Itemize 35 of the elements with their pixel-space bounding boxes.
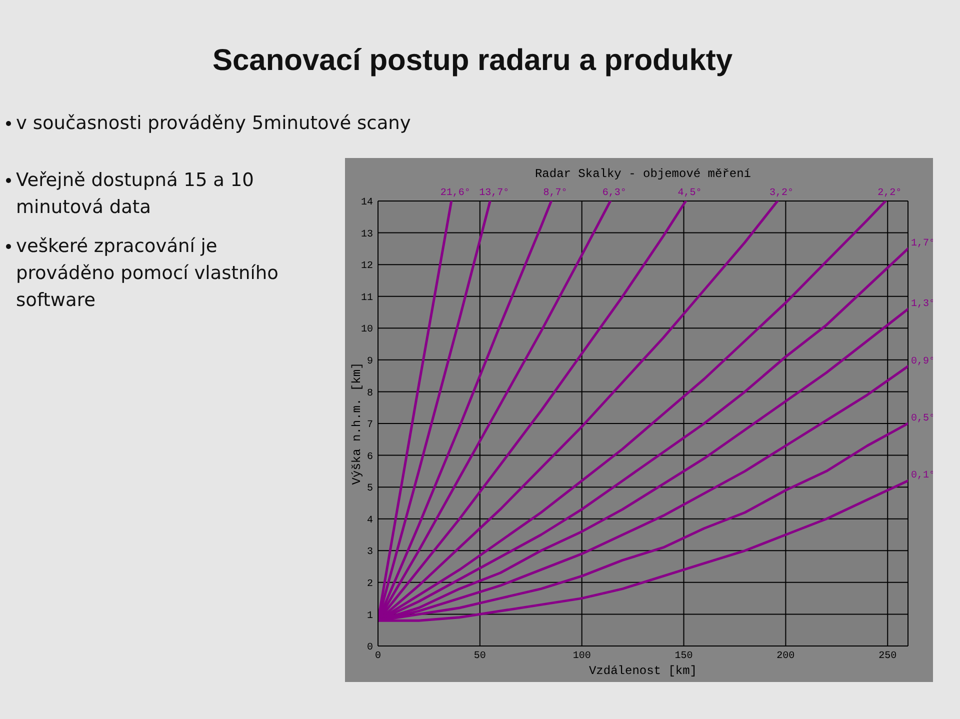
- y-tick-label: 4: [366, 515, 373, 526]
- x-tick-label: 0: [374, 651, 382, 662]
- y-tick-label: 10: [360, 324, 373, 336]
- series-label: 21,6°: [440, 188, 470, 199]
- x-tick-label: 50: [474, 651, 486, 662]
- y-tick-label: 1: [366, 610, 373, 622]
- y-tick-label: 9: [366, 356, 373, 368]
- y-tick-label: 12: [360, 261, 373, 272]
- y-tick-label: 11: [360, 292, 373, 304]
- x-axis-title: Vzdálenost [km]: [588, 664, 698, 678]
- chart-title: Scanovací postup radaru a produkty: [211, 43, 734, 79]
- series-label: 3,2°: [770, 188, 794, 199]
- series-label: 8,7°: [543, 188, 568, 199]
- series-label: 6,3°: [602, 188, 626, 199]
- x-tick-label: 250: [878, 651, 897, 662]
- chart-subtitle: Radar Skalky - objemové měření: [534, 167, 752, 181]
- series-label: 2,2°: [878, 188, 902, 199]
- y-tick-label: 3: [366, 547, 373, 558]
- x-tick-label: 100: [572, 651, 591, 662]
- x-tick-label: 150: [674, 651, 693, 662]
- y-tick-label: 13: [360, 229, 373, 240]
- y-tick-label: 7: [366, 420, 373, 432]
- y-tick-label: 8: [366, 388, 373, 400]
- x-tick-label: 200: [776, 651, 795, 662]
- y-tick-label: 0: [366, 642, 373, 654]
- text: v současnosti prováděny 5minutové scany: [16, 112, 411, 136]
- series-label: 13,7°: [479, 188, 510, 199]
- y-tick-label: 6: [366, 452, 373, 463]
- y-axis-title: Výška n.h.m. [km]: [350, 362, 364, 485]
- series-label: 4,5°: [678, 188, 702, 199]
- text: veškeré zpracování je prováděno pomocí vlastního software: [16, 235, 280, 313]
- y-tick-label: 2: [366, 578, 373, 590]
- y-tick-label: 14: [360, 198, 373, 209]
- text: Veřejně dostupná 15 a 10 minutová data: [16, 169, 255, 220]
- y-tick-label: 5: [366, 484, 373, 495]
